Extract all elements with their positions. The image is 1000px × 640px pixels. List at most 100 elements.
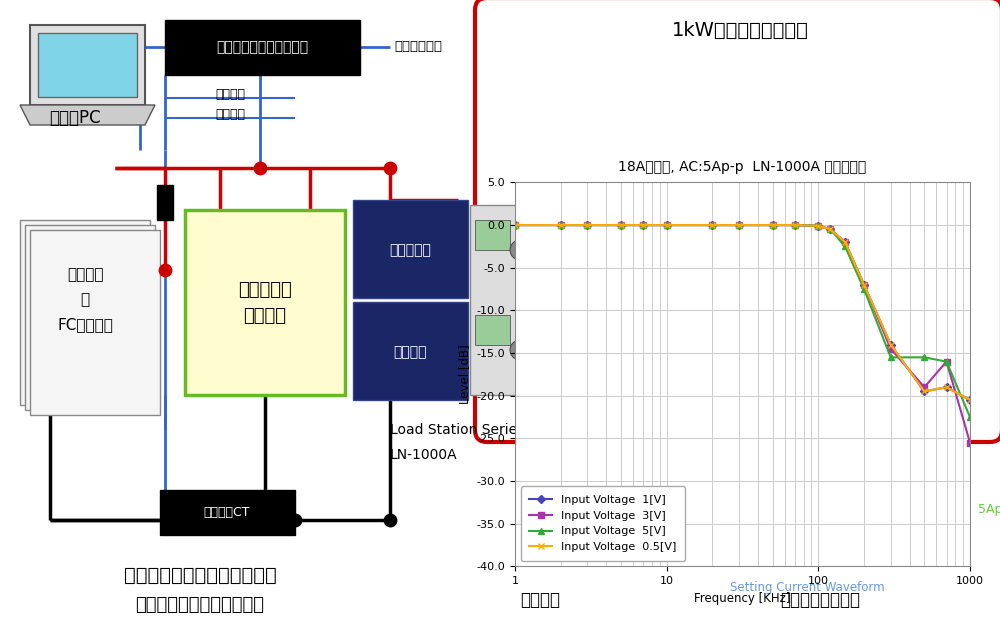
Input Voltage  3[V] (706, 221, 718, 229)
Input Voltage  3[V] (858, 281, 870, 289)
Text: （直流・交流重畳分離型）: （直流・交流重畳分離型） (136, 596, 264, 614)
Text: 試験条件: 試験条件 (520, 591, 560, 609)
Input Voltage  5[V] (767, 221, 779, 229)
Input Voltage  1[V] (615, 221, 627, 229)
Input Voltage  0.5[V] (661, 221, 673, 229)
Input Voltage  5[V] (918, 353, 930, 361)
Input Voltage  0.5[V] (706, 221, 718, 229)
Text: 電流測定: 電流測定 (215, 109, 245, 122)
FancyBboxPatch shape (475, 0, 1000, 442)
Bar (165, 20, 360, 75)
Input Voltage  0.5[V] (789, 221, 801, 229)
Input Voltage  3[V] (941, 358, 953, 365)
Input Voltage  1[V] (812, 222, 824, 230)
Input Voltage  3[V] (824, 225, 836, 233)
Input Voltage  1[V] (885, 340, 897, 348)
Title: 18Aレンジ, AC:5Ap-p  LN-1000A 周波数特性: 18Aレンジ, AC:5Ap-p LN-1000A 周波数特性 (618, 160, 867, 174)
Text: 5Ap-p: 5Ap-p (978, 504, 1000, 516)
Input Voltage  1[V] (555, 221, 567, 229)
Text: 1kWモデル周波数特性: 1kWモデル周波数特性 (672, 20, 808, 40)
Text: 燃料電池: 燃料電池 (67, 268, 103, 282)
Text: 2.5A: 2.5A (632, 504, 660, 516)
Input Voltage  1[V] (581, 221, 593, 229)
Circle shape (510, 240, 530, 260)
Input Voltage  1[V] (661, 221, 673, 229)
Input Voltage  3[V] (509, 221, 521, 229)
Line: Input Voltage  1[V]: Input Voltage 1[V] (512, 222, 973, 403)
Input Voltage  3[V] (661, 221, 673, 229)
Input Voltage  5[V] (637, 221, 649, 229)
Input Voltage  1[V] (733, 221, 745, 229)
Text: 電子負荷: 電子負荷 (393, 345, 427, 359)
Input Voltage  3[V] (839, 238, 851, 246)
Input Voltage  3[V] (581, 221, 593, 229)
Input Voltage  0.5[V] (918, 388, 930, 396)
Text: 試験時の重畳電流: 試験時の重畳電流 (780, 591, 860, 609)
Input Voltage  3[V] (767, 221, 779, 229)
Line: Input Voltage  5[V]: Input Voltage 5[V] (512, 222, 973, 420)
Input Voltage  3[V] (637, 221, 649, 229)
Input Voltage  3[V] (615, 221, 627, 229)
Bar (353, 200, 468, 298)
Input Voltage  0.5[V] (964, 396, 976, 404)
Input Voltage  1[V] (858, 281, 870, 289)
Text: LN-1000A: LN-1000A (390, 448, 458, 462)
Input Voltage  3[V] (812, 222, 824, 230)
Input Voltage  1[V] (509, 221, 521, 229)
Text: 直流成分用: 直流成分用 (238, 281, 292, 299)
Input Voltage  5[V] (885, 353, 897, 361)
Input Voltage  5[V] (858, 285, 870, 293)
Input Voltage  0.5[V] (839, 238, 851, 246)
Input Voltage  0.5[V] (812, 222, 824, 230)
Text: 制御用PC: 制御用PC (49, 109, 101, 127)
Input Voltage  3[V] (733, 221, 745, 229)
Input Voltage  3[V] (964, 439, 976, 447)
Text: 電流測定CT: 電流測定CT (204, 506, 250, 518)
Bar (30, 230, 160, 415)
Text: Load Station Series: Load Station Series (390, 423, 524, 437)
Input Voltage  0.5[V] (733, 221, 745, 229)
Input Voltage  0.5[V] (637, 221, 649, 229)
Input Voltage  1[V] (637, 221, 649, 229)
Input Voltage  5[V] (941, 358, 953, 365)
Input Voltage  1[V] (941, 383, 953, 391)
Input Voltage  3[V] (918, 383, 930, 391)
Bar (470, 205, 535, 395)
Text: インピーダンス測定器群: インピーダンス測定器群 (216, 40, 308, 54)
Input Voltage  5[V] (581, 221, 593, 229)
Input Voltage  5[V] (706, 221, 718, 229)
Y-axis label: Level [dB]: Level [dB] (458, 344, 471, 404)
Input Voltage  5[V] (789, 221, 801, 229)
Text: 交流重畳用: 交流重畳用 (389, 243, 431, 257)
Text: FCとのケーブル長4m: FCとのケーブル長4m (560, 467, 663, 483)
Input Voltage  1[V] (789, 221, 801, 229)
Input Voltage  0.5[V] (941, 383, 953, 391)
Polygon shape (20, 105, 155, 125)
Input Voltage  5[V] (824, 225, 836, 233)
Input Voltage  1[V] (964, 396, 976, 404)
Input Voltage  3[V] (555, 221, 567, 229)
Input Voltage  0.5[V] (885, 340, 897, 348)
Circle shape (510, 340, 530, 360)
Input Voltage  1[V] (706, 221, 718, 229)
Input Voltage  0.5[V] (767, 221, 779, 229)
Input Voltage  5[V] (733, 221, 745, 229)
Input Voltage  5[V] (615, 221, 627, 229)
Line: Input Voltage  3[V]: Input Voltage 3[V] (512, 222, 973, 445)
Input Voltage  5[V] (812, 222, 824, 230)
Input Voltage  0.5[V] (581, 221, 593, 229)
Input Voltage  0.5[V] (555, 221, 567, 229)
Bar (157, 185, 173, 220)
Input Voltage  0.5[V] (824, 225, 836, 233)
Bar (30, 25, 145, 105)
Bar (475, 220, 510, 250)
Line: Input Voltage  0.5[V]: Input Voltage 0.5[V] (512, 222, 973, 403)
Text: Setting Current Waveform: Setting Current Waveform (730, 582, 884, 595)
Bar (353, 302, 468, 400)
Input Voltage  3[V] (885, 345, 897, 353)
Bar (38, 33, 137, 97)
Input Voltage  5[V] (661, 221, 673, 229)
Input Voltage  5[V] (509, 221, 521, 229)
Input Voltage  5[V] (555, 221, 567, 229)
Input Voltage  1[V] (918, 388, 930, 396)
